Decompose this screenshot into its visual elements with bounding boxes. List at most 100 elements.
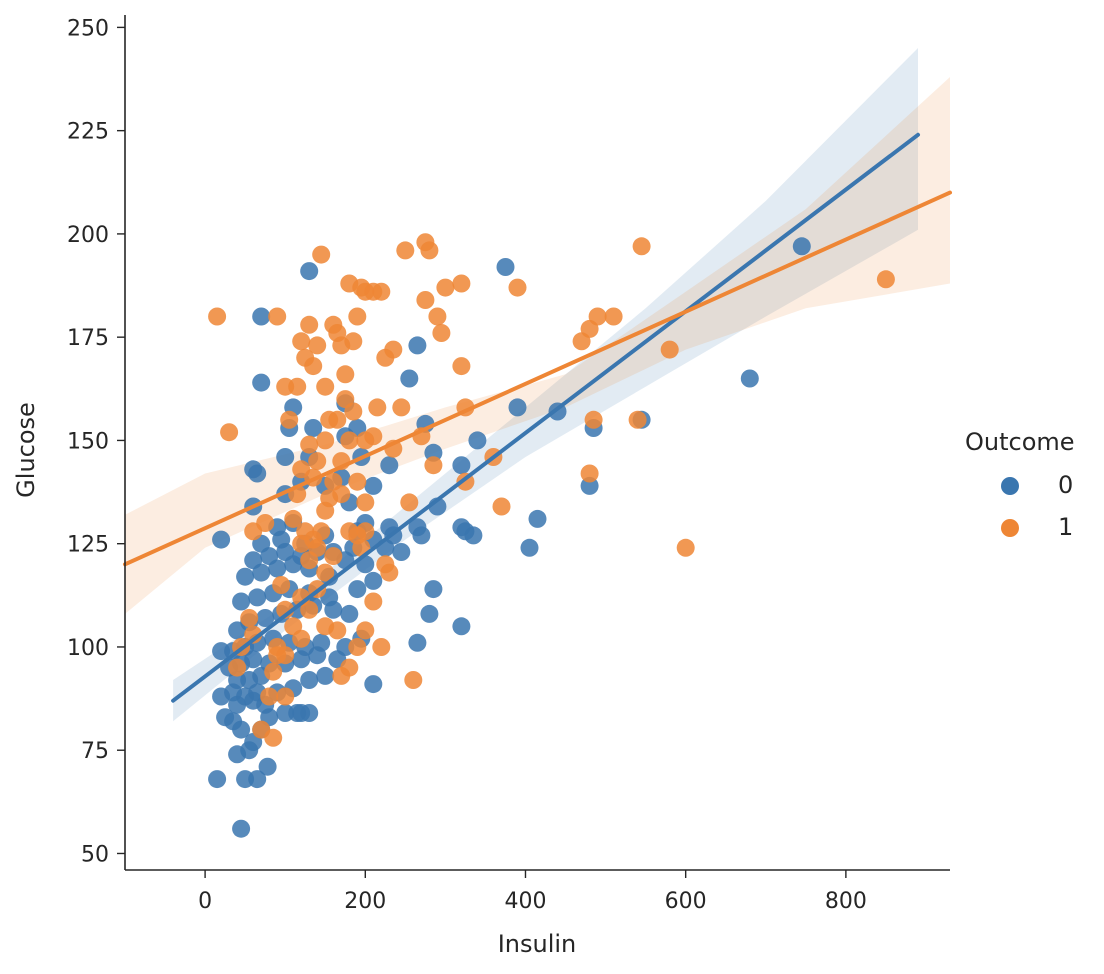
data-point-outcome-1 (260, 687, 279, 706)
data-point-outcome-0 (400, 369, 419, 388)
data-point-outcome-1 (604, 307, 623, 326)
x-tick-label: 600 (665, 889, 707, 914)
data-point-outcome-1 (264, 728, 283, 747)
data-point-outcome-0 (380, 456, 399, 475)
y-tick-label: 150 (67, 429, 109, 454)
data-point-outcome-1 (676, 538, 695, 557)
data-point-outcome-1 (208, 307, 227, 326)
x-tick-label: 200 (344, 889, 386, 914)
legend-label-0: 0 (1058, 471, 1073, 499)
data-point-outcome-0 (258, 757, 277, 776)
data-point-outcome-0 (256, 609, 275, 627)
data-point-outcome-1 (308, 336, 327, 355)
data-point-outcome-0 (340, 604, 359, 623)
data-point-outcome-0 (348, 580, 367, 599)
data-point-outcome-1 (580, 464, 599, 483)
data-point-outcome-1 (436, 278, 455, 297)
data-point-outcome-1 (348, 307, 367, 326)
data-point-outcome-1 (324, 472, 343, 491)
regression-line-0 (171, 132, 920, 703)
data-point-outcome-1 (628, 410, 647, 429)
data-point-outcome-0 (740, 369, 759, 388)
data-point-outcome-1 (424, 456, 443, 475)
data-points (208, 233, 895, 838)
data-point-outcome-0 (424, 443, 443, 462)
data-point-outcome-1 (492, 497, 511, 516)
data-point-outcome-0 (248, 588, 267, 607)
data-point-outcome-1 (368, 398, 387, 417)
data-point-outcome-1 (416, 291, 435, 309)
data-point-outcome-1 (228, 658, 247, 677)
y-tick-label: 200 (67, 223, 109, 248)
data-point-outcome-1 (584, 410, 603, 429)
data-point-outcome-1 (288, 377, 307, 396)
x-axis-ticks: 0 200 400 600 800 (198, 870, 867, 914)
data-point-outcome-1 (356, 493, 375, 512)
data-point-outcome-0 (496, 258, 515, 276)
data-point-outcome-0 (212, 530, 231, 549)
y-tick-label: 50 (81, 842, 109, 867)
data-point-outcome-1 (364, 592, 383, 611)
data-point-outcome-1 (428, 307, 447, 326)
data-point-outcome-1 (316, 431, 335, 450)
data-point-outcome-0 (208, 770, 227, 789)
data-point-outcome-0 (528, 509, 547, 528)
y-axis-ticks: 50 75 100 125 150 175 200 225 250 (67, 16, 125, 867)
data-point-outcome-0 (408, 633, 427, 652)
data-point-outcome-0 (252, 373, 271, 392)
legend-marker-0 (1001, 477, 1019, 495)
data-point-outcome-0 (452, 617, 471, 636)
data-point-outcome-1 (276, 646, 295, 665)
data-point-outcome-0 (420, 604, 439, 623)
data-point-outcome-1 (244, 625, 263, 644)
legend-title: Outcome (965, 428, 1075, 456)
data-point-outcome-1 (276, 687, 295, 706)
data-point-outcome-1 (372, 638, 391, 656)
data-point-outcome-0 (300, 704, 319, 722)
regression-lines (123, 132, 952, 703)
data-point-outcome-0 (408, 336, 427, 355)
data-point-outcome-1 (508, 278, 527, 297)
y-tick-label: 175 (67, 326, 109, 351)
data-point-outcome-1 (344, 332, 363, 351)
data-point-outcome-1 (876, 270, 895, 289)
data-point-outcome-0 (468, 431, 487, 450)
y-axis-label: Glucose (12, 402, 40, 498)
data-point-outcome-0 (244, 551, 263, 570)
data-point-outcome-0 (508, 398, 527, 417)
legend: Outcome 0 1 (965, 428, 1075, 541)
data-point-outcome-1 (392, 398, 411, 417)
data-point-outcome-0 (364, 571, 383, 590)
data-point-outcome-1 (324, 547, 343, 566)
data-point-outcome-1 (348, 472, 367, 491)
data-point-outcome-1 (272, 576, 291, 594)
data-point-outcome-1 (316, 563, 335, 582)
data-point-outcome-1 (280, 410, 299, 429)
data-point-outcome-0 (452, 518, 471, 537)
data-point-outcome-1 (452, 357, 471, 376)
y-tick-label: 250 (67, 16, 109, 41)
legend-label-1: 1 (1058, 513, 1073, 541)
data-point-outcome-1 (336, 365, 355, 384)
data-point-outcome-0 (300, 671, 319, 689)
data-point-outcome-1 (336, 390, 355, 409)
data-point-outcome-0 (312, 633, 331, 652)
data-point-outcome-1 (304, 357, 323, 376)
data-point-outcome-1 (292, 460, 311, 479)
data-point-outcome-1 (404, 671, 423, 689)
data-point-outcome-1 (356, 522, 375, 541)
data-point-outcome-1 (300, 435, 319, 454)
data-point-outcome-0 (424, 580, 443, 599)
data-point-outcome-1 (320, 410, 339, 429)
data-point-outcome-1 (660, 340, 679, 359)
data-point-outcome-1 (264, 662, 283, 681)
data-point-outcome-1 (308, 452, 327, 471)
data-point-outcome-0 (364, 476, 383, 495)
data-point-outcome-0 (316, 666, 335, 685)
legend-marker-1 (1001, 519, 1019, 537)
data-point-outcome-0 (300, 262, 319, 281)
data-point-outcome-1 (632, 237, 651, 256)
data-point-outcome-1 (340, 658, 359, 677)
data-point-outcome-0 (252, 307, 271, 326)
data-point-outcome-1 (240, 609, 259, 627)
